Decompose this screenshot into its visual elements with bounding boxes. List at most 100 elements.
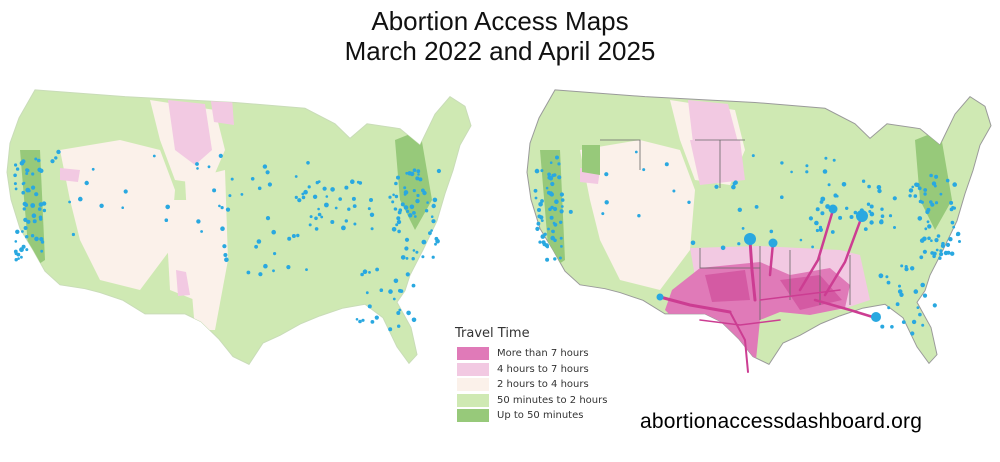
clinic-marker bbox=[56, 149, 61, 155]
clinic-marker bbox=[918, 199, 923, 204]
clinic-marker-large bbox=[828, 204, 838, 214]
legend-label: 2 hours to 4 hours bbox=[497, 379, 589, 391]
clinic-marker bbox=[929, 173, 933, 178]
clinic-marker bbox=[341, 225, 346, 231]
clinic-marker bbox=[880, 207, 884, 211]
clinic-marker bbox=[934, 201, 939, 205]
clinic-marker bbox=[949, 207, 954, 212]
clinic-marker bbox=[21, 159, 26, 164]
clinic-marker bbox=[916, 306, 920, 309]
clinic-marker bbox=[71, 232, 75, 237]
clinic-marker bbox=[315, 180, 319, 185]
clinic-marker bbox=[920, 282, 925, 288]
clinic-marker bbox=[411, 317, 417, 323]
clinic-marker bbox=[932, 303, 937, 308]
clinic-marker bbox=[908, 188, 914, 193]
clinic-marker bbox=[915, 182, 920, 188]
clinic-marker bbox=[21, 230, 24, 233]
clinic-marker bbox=[547, 172, 551, 177]
clinic-marker bbox=[388, 327, 393, 332]
clinic-marker bbox=[741, 227, 745, 230]
clinic-marker bbox=[39, 237, 44, 242]
clinic-marker bbox=[31, 172, 35, 176]
clinic-marker bbox=[240, 193, 244, 196]
clinic-marker bbox=[265, 216, 271, 221]
clinic-marker bbox=[220, 206, 224, 210]
clinic-marker bbox=[297, 198, 302, 203]
clinic-marker bbox=[415, 250, 419, 254]
clinic-marker bbox=[412, 211, 416, 215]
clinic-marker bbox=[938, 256, 942, 260]
clinic-marker bbox=[397, 229, 401, 234]
clinic-marker bbox=[664, 162, 669, 167]
clinic-marker bbox=[404, 246, 409, 251]
clinic-marker bbox=[40, 240, 45, 244]
clinic-marker bbox=[431, 219, 436, 224]
clinic-marker bbox=[17, 257, 20, 260]
banned-state-borders bbox=[600, 139, 851, 320]
clinic-marker bbox=[878, 273, 884, 279]
clinic-marker bbox=[207, 165, 211, 169]
clinic-marker bbox=[121, 206, 124, 209]
clinic-marker bbox=[164, 218, 169, 222]
clinic-marker bbox=[14, 163, 18, 167]
clinic-marker bbox=[15, 229, 20, 234]
clinic-marker bbox=[379, 288, 384, 293]
clinic-marker bbox=[287, 236, 292, 241]
clinic-marker bbox=[409, 204, 415, 210]
clinic-marker bbox=[893, 226, 896, 229]
clinic-marker bbox=[412, 189, 416, 193]
clinic-marker bbox=[152, 154, 156, 158]
clinic-marker bbox=[14, 187, 18, 191]
clinic-marker bbox=[309, 215, 313, 219]
clinic-marker bbox=[815, 207, 820, 212]
clinic-marker bbox=[391, 200, 395, 204]
clinic-marker bbox=[412, 249, 416, 252]
clinic-marker bbox=[737, 242, 741, 246]
clinic-marker bbox=[396, 219, 402, 225]
clinic-marker bbox=[430, 229, 433, 232]
clinic-marker bbox=[934, 176, 938, 179]
clinic-marker bbox=[305, 268, 308, 271]
clinic-marker bbox=[27, 189, 31, 193]
clinic-marker bbox=[946, 250, 951, 255]
clinic-marker bbox=[900, 264, 904, 268]
clinic-marker bbox=[921, 323, 925, 327]
clinic-marker bbox=[368, 271, 371, 274]
clinic-marker bbox=[405, 272, 410, 277]
clinic-marker bbox=[923, 192, 927, 196]
clinic-marker bbox=[272, 269, 275, 273]
legend-swatch bbox=[457, 393, 489, 407]
clinic-marker bbox=[330, 220, 335, 224]
clinic-marker bbox=[212, 188, 217, 193]
clinic-marker bbox=[391, 227, 397, 232]
clinic-marker bbox=[20, 255, 23, 259]
clinic-marker bbox=[904, 267, 909, 272]
map-title-line-2: March 2022 and April 2025 bbox=[344, 36, 656, 66]
clinic-marker bbox=[811, 245, 814, 249]
clinic-marker bbox=[22, 201, 27, 207]
clinic-marker bbox=[545, 257, 550, 262]
clinic-marker bbox=[409, 171, 415, 177]
clinic-marker bbox=[303, 189, 308, 195]
clinic-marker bbox=[325, 195, 329, 198]
clinic-marker bbox=[930, 239, 933, 242]
clinic-marker bbox=[396, 216, 401, 221]
clinic-marker bbox=[560, 198, 565, 202]
clinic-marker bbox=[405, 257, 409, 260]
clinic-marker bbox=[403, 186, 407, 190]
clinic-marker bbox=[431, 203, 436, 209]
clinic-marker bbox=[952, 225, 956, 229]
clinic-marker bbox=[955, 232, 960, 237]
clinic-marker bbox=[375, 267, 379, 272]
clinic-marker bbox=[690, 240, 696, 246]
clinic-marker bbox=[196, 219, 201, 224]
clinic-marker bbox=[13, 173, 17, 178]
clinic-marker bbox=[540, 199, 544, 203]
clinic-marker bbox=[911, 319, 917, 325]
clinic-marker bbox=[869, 220, 874, 225]
clinic-marker bbox=[908, 194, 912, 198]
major-clinic-markers bbox=[656, 204, 881, 322]
clinic-marker bbox=[32, 219, 37, 224]
clinic-marker bbox=[634, 150, 638, 154]
